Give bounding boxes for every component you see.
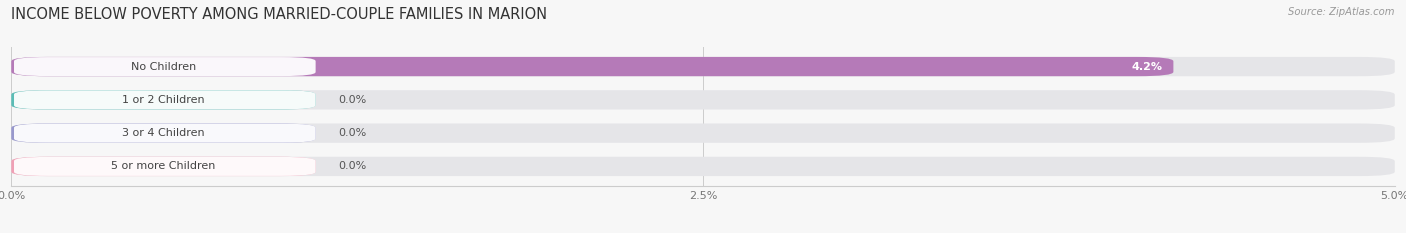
FancyBboxPatch shape bbox=[14, 124, 315, 143]
Text: 4.2%: 4.2% bbox=[1132, 62, 1163, 72]
FancyBboxPatch shape bbox=[11, 123, 1395, 143]
FancyBboxPatch shape bbox=[11, 90, 315, 110]
Text: 1 or 2 Children: 1 or 2 Children bbox=[122, 95, 205, 105]
Text: 5 or more Children: 5 or more Children bbox=[111, 161, 215, 171]
FancyBboxPatch shape bbox=[11, 157, 315, 176]
Text: 3 or 4 Children: 3 or 4 Children bbox=[122, 128, 205, 138]
Text: Source: ZipAtlas.com: Source: ZipAtlas.com bbox=[1288, 7, 1395, 17]
FancyBboxPatch shape bbox=[14, 90, 315, 109]
Text: INCOME BELOW POVERTY AMONG MARRIED-COUPLE FAMILIES IN MARION: INCOME BELOW POVERTY AMONG MARRIED-COUPL… bbox=[11, 7, 547, 22]
FancyBboxPatch shape bbox=[14, 157, 315, 176]
Text: 0.0%: 0.0% bbox=[337, 95, 366, 105]
FancyBboxPatch shape bbox=[14, 57, 315, 76]
Text: 0.0%: 0.0% bbox=[337, 128, 366, 138]
FancyBboxPatch shape bbox=[11, 123, 315, 143]
FancyBboxPatch shape bbox=[11, 157, 1395, 176]
FancyBboxPatch shape bbox=[11, 57, 1395, 76]
Text: 0.0%: 0.0% bbox=[337, 161, 366, 171]
Text: No Children: No Children bbox=[131, 62, 195, 72]
FancyBboxPatch shape bbox=[11, 57, 1174, 76]
FancyBboxPatch shape bbox=[11, 90, 1395, 110]
